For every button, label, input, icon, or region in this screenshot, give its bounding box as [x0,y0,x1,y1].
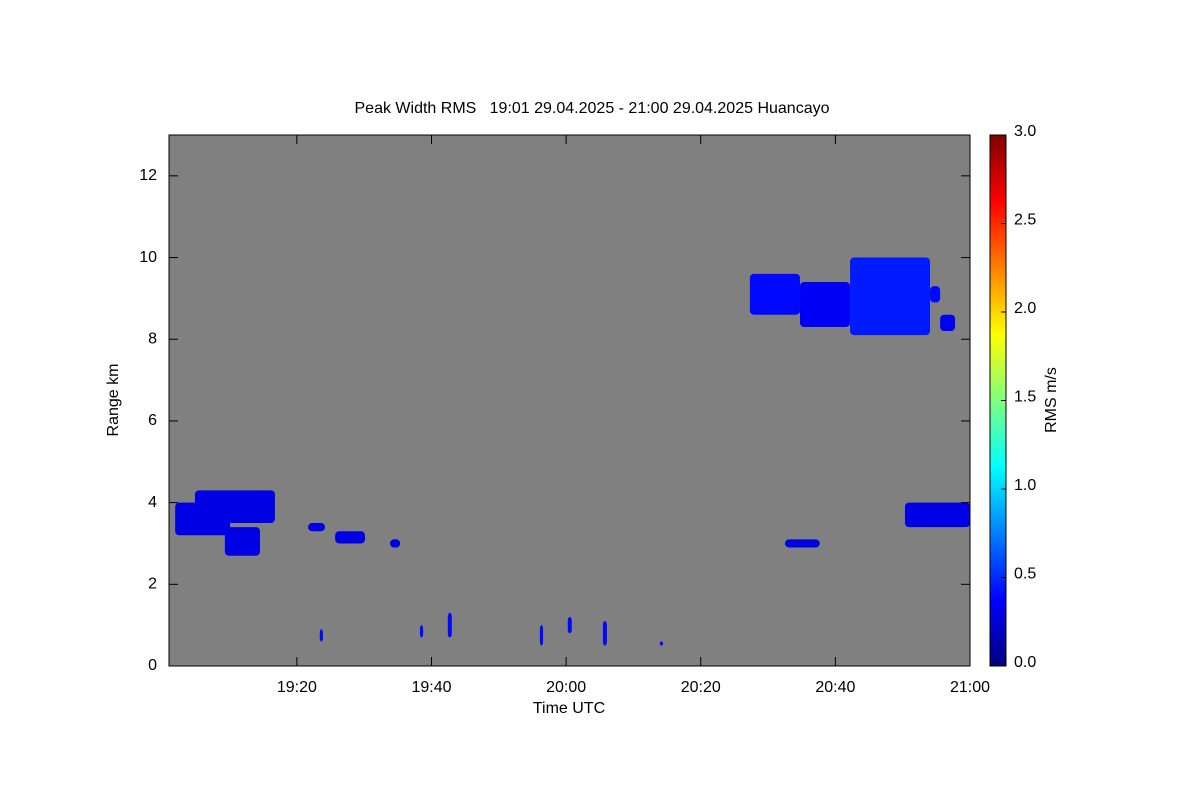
echo-cell [930,286,941,303]
echo-cell [940,314,956,332]
echo-cell [785,539,820,548]
echo-cell [799,282,851,327]
echo-cell [447,612,452,638]
colorbar-tick-label: 0.5 [1014,566,1036,583]
echo-cell [602,621,607,646]
x-tick-label: 19:40 [411,679,451,696]
echo-cell [319,629,323,642]
colorbar-tick-label: 3.0 [1014,123,1036,140]
y-tick-label: 2 [148,576,157,593]
x-tick-label: 20:00 [546,679,586,696]
x-tick-label: 21:00 [950,679,990,696]
echo-cell [659,641,664,646]
x-tick-label: 19:20 [277,679,317,696]
y-tick-label: 6 [148,412,157,429]
y-tick-label: 10 [139,249,157,266]
echo-cell [194,490,275,524]
x-axis-label: Time UTC [533,700,605,717]
plot-frame [168,134,971,667]
echo-cell [904,502,970,528]
colorbar-tick-label: 1.0 [1014,477,1036,494]
echo-cell [335,531,365,544]
echo-cell [224,527,260,556]
echo-cell [567,616,572,634]
chart-title: Peak Width RMS 19:01 29.04.2025 - 21:00 … [355,100,830,117]
y-tick-label: 0 [148,657,157,674]
colorbar-tick-label: 2.5 [1014,212,1036,229]
colorbar-tick-label: 2.0 [1014,300,1036,317]
x-tick-label: 20:20 [681,679,721,696]
echo-cell [749,273,800,315]
echo-cell [539,625,544,646]
echo-cell [850,257,931,336]
echo-cell [390,539,401,548]
y-tick-label: 8 [148,330,157,347]
y-axis-label: Range km [105,364,122,437]
colorbar-tick-label: 1.5 [1014,389,1036,406]
echo-cell [419,625,424,638]
echo-cell [308,523,326,532]
y-tick-label: 12 [139,167,157,184]
plot-background [169,135,970,666]
y-tick-label: 4 [148,494,157,511]
colorbar-label: RMS m/s [1043,367,1060,433]
colorbar-tick-label: 0.0 [1014,654,1036,671]
x-tick-label: 20:40 [815,679,855,696]
